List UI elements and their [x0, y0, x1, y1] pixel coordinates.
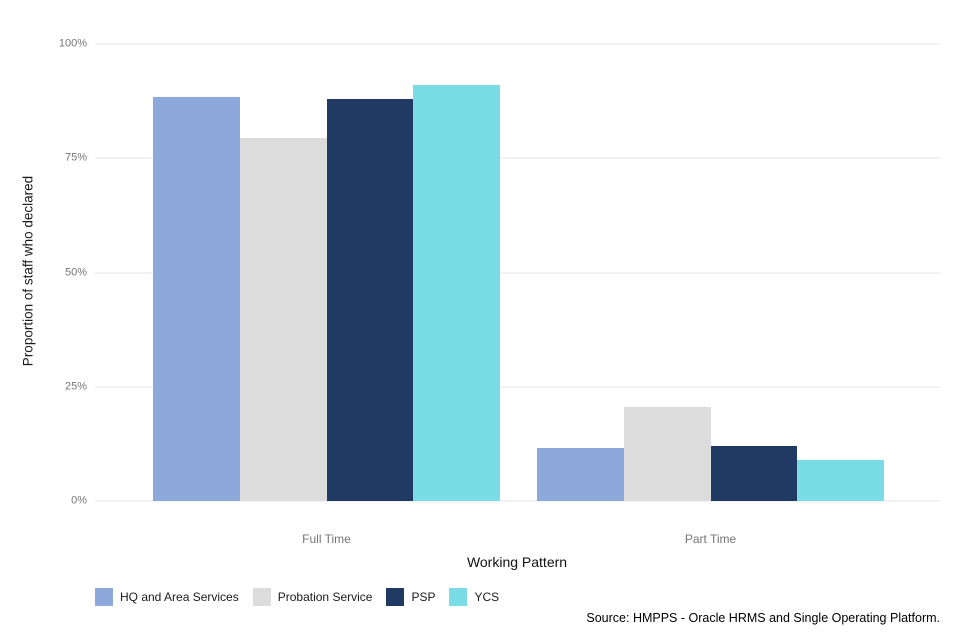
- source-note: Source: HMPPS - Oracle HRMS and Single O…: [586, 611, 940, 625]
- x-axis-title: Working Pattern: [466, 554, 568, 570]
- legend-item-hq-and-area-services: HQ and Area Services: [95, 588, 239, 606]
- bar-part-time-ycs: [797, 459, 884, 501]
- bar-full-time-probation-service: [239, 137, 327, 501]
- gridline-100: [95, 43, 940, 45]
- bar-part-time-probation-service: [623, 407, 711, 501]
- y-axis-tick-label: 75%: [64, 151, 87, 164]
- legend-swatch: [386, 588, 405, 606]
- y-axis-tick-label: 25%: [64, 380, 87, 393]
- bar-part-time-psp: [710, 446, 798, 501]
- legend-item-ycs: YCS: [449, 588, 499, 606]
- bar-full-time-ycs: [413, 85, 500, 501]
- legend-label: Probation Service: [277, 590, 373, 604]
- legend-label: PSP: [411, 590, 436, 604]
- legend-swatch: [252, 588, 271, 606]
- gridline-25: [95, 386, 940, 388]
- x-axis-category-part-time: Part Time: [684, 532, 737, 546]
- legend-swatch: [95, 588, 113, 606]
- bar-full-time-psp: [326, 98, 414, 501]
- y-axis-tick-label: 50%: [64, 266, 87, 278]
- x-axis-category-full-time: Full Time: [302, 532, 351, 546]
- legend-item-probation-service: Probation Service: [252, 588, 373, 606]
- y-axis-tick-label: 100%: [58, 37, 87, 50]
- bar-full-time-hq-and-area-services: [153, 96, 240, 501]
- legend-label: YCS: [474, 590, 500, 604]
- y-axis-title: Proportion of staff who declared: [20, 175, 36, 367]
- gridline-0: [95, 500, 940, 502]
- gridline-75: [95, 157, 940, 159]
- y-axis-tick-label: 0%: [71, 494, 87, 507]
- gridline-50: [95, 272, 940, 273]
- plot-area: Full Time Part Time 0% 25% 50% 75% 100%: [59, 38, 940, 546]
- legend: HQ and Area Services Probation Service P…: [95, 588, 499, 606]
- legend-item-psp: PSP: [386, 588, 435, 606]
- bar-part-time-hq-and-area-services: [537, 448, 624, 501]
- legend-swatch: [449, 588, 468, 606]
- legend-label: HQ and Area Services: [120, 590, 239, 604]
